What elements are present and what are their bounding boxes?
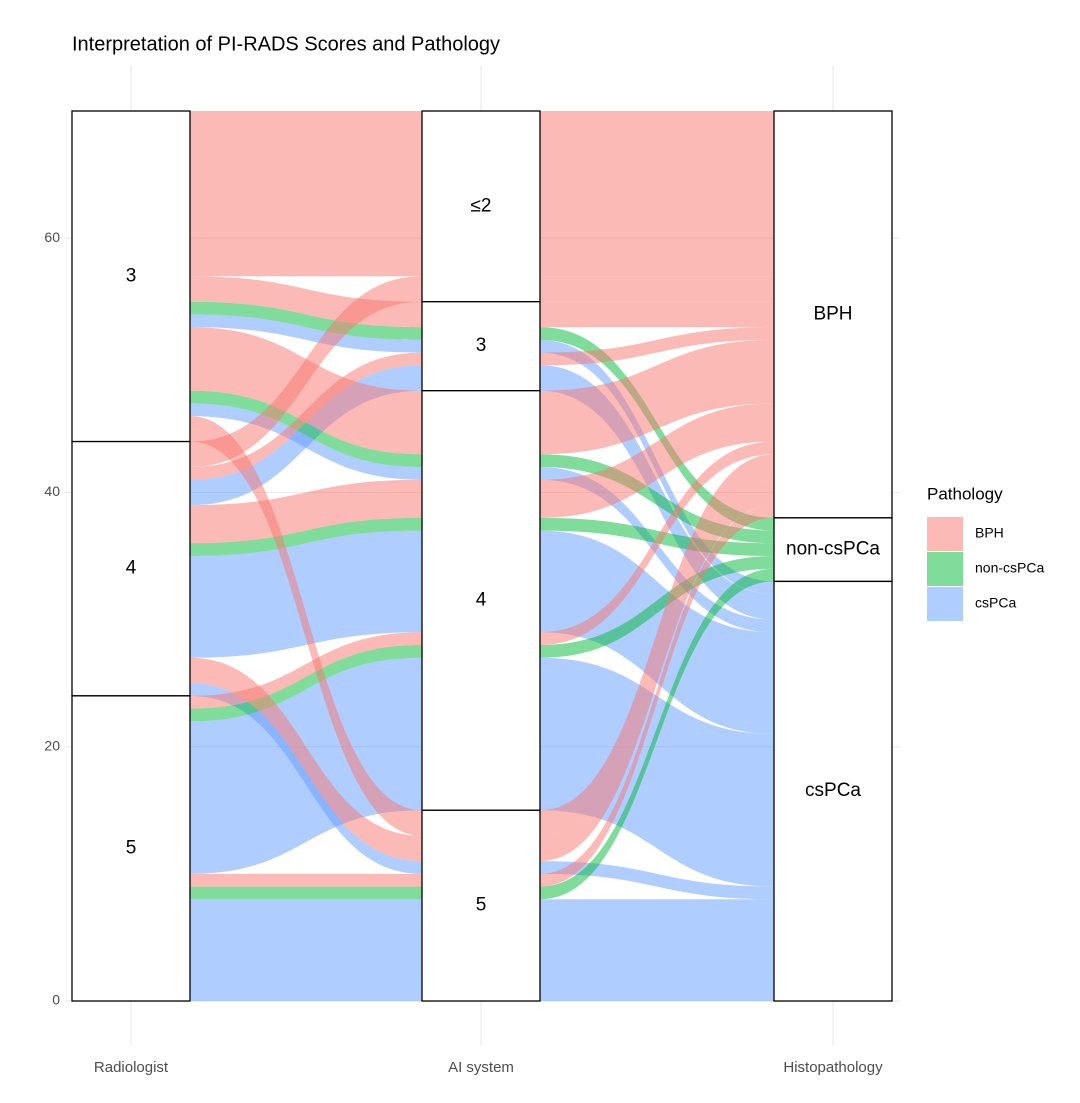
stratum-box — [773, 580, 893, 1002]
strata: 3 4 5 ≤2 3 4 5 BPH non-csPCa csPCa — [71, 110, 893, 1002]
legend-key — [927, 517, 963, 551]
stratum-label: 4 — [476, 590, 487, 611]
flow-ribbon — [190, 645, 422, 722]
ribbons — [190, 111, 774, 1001]
flow-ribbon — [540, 441, 774, 645]
legend-title: Pathology — [927, 484, 1003, 503]
y-tick-label: 60 — [44, 229, 60, 245]
stratum-label: BPH — [813, 303, 852, 324]
flow-ribbon — [540, 454, 774, 544]
legend-key — [927, 587, 963, 621]
y-tick-label: 0 — [52, 992, 60, 1008]
stratum-label: ≤2 — [471, 195, 492, 216]
flow-ribbon — [540, 339, 774, 455]
y-tick-label: 40 — [44, 483, 60, 499]
flow-ribbon — [540, 861, 774, 900]
flow-ribbon — [190, 403, 422, 480]
flow-ribbon — [190, 517, 422, 556]
flow-ribbon — [540, 899, 774, 1001]
flow-ribbon — [540, 276, 774, 302]
stratum-box — [421, 110, 541, 303]
flow-ribbon — [190, 899, 422, 1001]
stratum-box — [773, 517, 893, 583]
stratum-box — [421, 301, 541, 392]
flow-ribbon — [190, 657, 422, 862]
legend-label: BPH — [975, 525, 1004, 541]
x-tick-label: Radiologist — [94, 1059, 169, 1076]
flow-ribbon — [190, 111, 422, 277]
stratum-box — [71, 695, 191, 1002]
flow-ribbon — [540, 657, 774, 887]
flow-ribbon — [540, 111, 774, 277]
flow-ribbon — [190, 479, 422, 544]
flow-ribbon — [190, 683, 422, 874]
flow-ribbon — [190, 873, 422, 887]
stratum-label: csPCa — [805, 780, 861, 801]
flow-ribbon — [190, 390, 422, 467]
legend-label: csPCa — [975, 595, 1016, 611]
flow-ribbon — [190, 301, 422, 340]
flow-ribbon — [540, 505, 774, 887]
flow-ribbon — [540, 403, 774, 518]
flow-ribbon — [540, 301, 774, 328]
legend: Pathology BPH non-csPCa csPCa — [927, 484, 1044, 621]
stratum-label: non-csPCa — [786, 539, 880, 560]
legend-label: non-csPCa — [975, 560, 1044, 576]
flow-ribbon — [190, 416, 422, 836]
flow-ribbon — [190, 530, 422, 658]
stratum-box — [421, 390, 541, 811]
x-tick-label: Histopathology — [783, 1059, 883, 1076]
flow-ribbon — [190, 886, 422, 900]
flow-ribbon — [540, 327, 774, 366]
x-tick-label: AI system — [448, 1059, 514, 1076]
stratum-label: 3 — [476, 335, 487, 356]
stratum-label: 3 — [126, 265, 137, 286]
chart-title: Interpretation of PI-RADS Scores and Pat… — [72, 33, 500, 55]
stratum-label: 5 — [126, 837, 137, 858]
stratum-label: 5 — [476, 895, 487, 916]
legend-key — [927, 552, 963, 586]
stratum-box — [71, 110, 191, 443]
flow-ribbon — [540, 568, 774, 900]
flow-ribbon — [540, 454, 774, 836]
flow-ribbon — [190, 314, 422, 353]
stratum-box — [71, 440, 191, 697]
stratum-box — [421, 809, 541, 1002]
flow-ribbon — [190, 276, 422, 328]
stratum-label: 4 — [126, 558, 137, 579]
flow-ribbon — [540, 556, 774, 658]
flow-ribbon — [190, 327, 422, 455]
y-tick-label: 20 — [44, 737, 60, 753]
flow-ribbon — [540, 479, 774, 862]
